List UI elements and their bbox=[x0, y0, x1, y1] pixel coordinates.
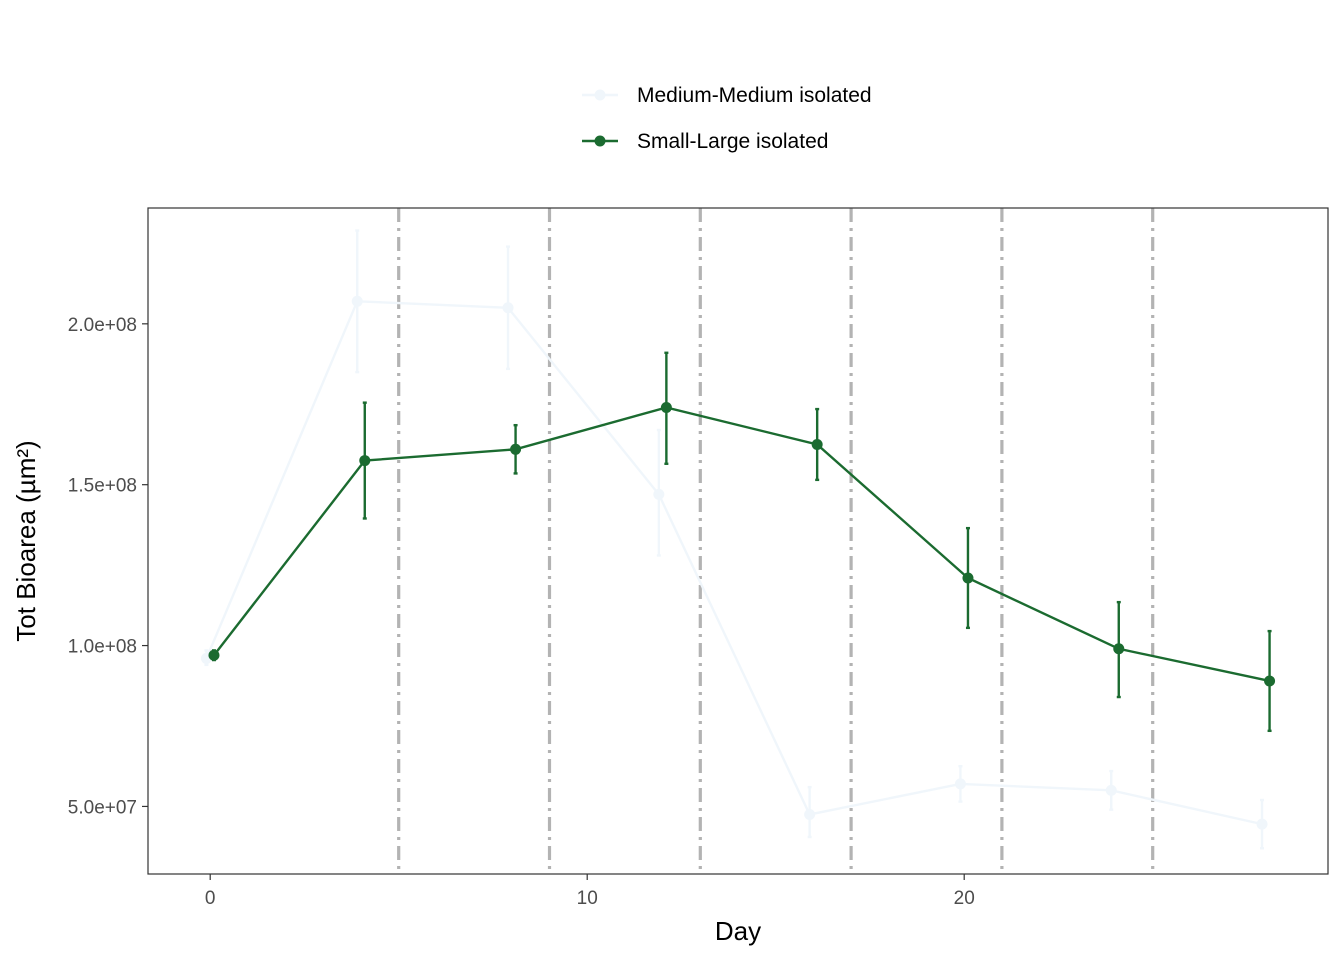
legend-key-point bbox=[594, 135, 606, 147]
data-point bbox=[1105, 784, 1117, 796]
y-axis-title: Tot Bioarea (µm²) bbox=[11, 440, 41, 641]
data-point bbox=[653, 488, 665, 500]
legend-item: Medium-Medium isolated bbox=[582, 84, 872, 107]
plot-panel bbox=[148, 208, 1328, 874]
data-point bbox=[502, 302, 514, 314]
data-point bbox=[954, 778, 966, 790]
data-point bbox=[660, 401, 672, 413]
data-point bbox=[962, 572, 974, 584]
series-layer bbox=[200, 229, 1276, 850]
x-tick-label: 20 bbox=[954, 888, 975, 909]
y-tick-label: 1.0e+08 bbox=[68, 637, 137, 658]
data-point bbox=[1264, 675, 1276, 687]
data-point bbox=[351, 295, 363, 307]
legend-label: Medium-Medium isolated bbox=[637, 84, 872, 107]
legend-label: Small-Large isolated bbox=[637, 130, 828, 153]
data-point bbox=[359, 455, 371, 467]
x-axis: 0 10 20 bbox=[205, 874, 975, 909]
y-tick-label: 5.0e+07 bbox=[68, 797, 137, 818]
x-tick-label: 10 bbox=[577, 888, 598, 909]
data-point bbox=[804, 808, 816, 820]
data-point bbox=[1113, 643, 1125, 655]
x-tick-label: 0 bbox=[205, 888, 216, 909]
reference-lines bbox=[397, 208, 1155, 874]
data-point bbox=[208, 649, 220, 661]
data-point bbox=[1256, 818, 1268, 830]
x-axis-title: Day bbox=[715, 916, 761, 946]
legend-item: Small-Large isolated bbox=[582, 130, 828, 153]
y-axis: 5.0e+07 1.0e+08 1.5e+08 2.0e+08 bbox=[68, 315, 148, 818]
series-line bbox=[205, 300, 1263, 826]
y-tick-label: 2.0e+08 bbox=[68, 315, 137, 336]
legend: Medium-Medium isolated Small-Large isolat… bbox=[582, 84, 872, 153]
data-point bbox=[811, 438, 823, 450]
legend-key-point bbox=[594, 89, 606, 101]
plot-border bbox=[147, 207, 1329, 875]
y-tick-label: 1.5e+08 bbox=[68, 476, 137, 497]
series-line bbox=[213, 406, 1270, 683]
data-point bbox=[510, 443, 522, 455]
series-2 bbox=[208, 351, 1276, 733]
series-1 bbox=[200, 229, 1268, 850]
